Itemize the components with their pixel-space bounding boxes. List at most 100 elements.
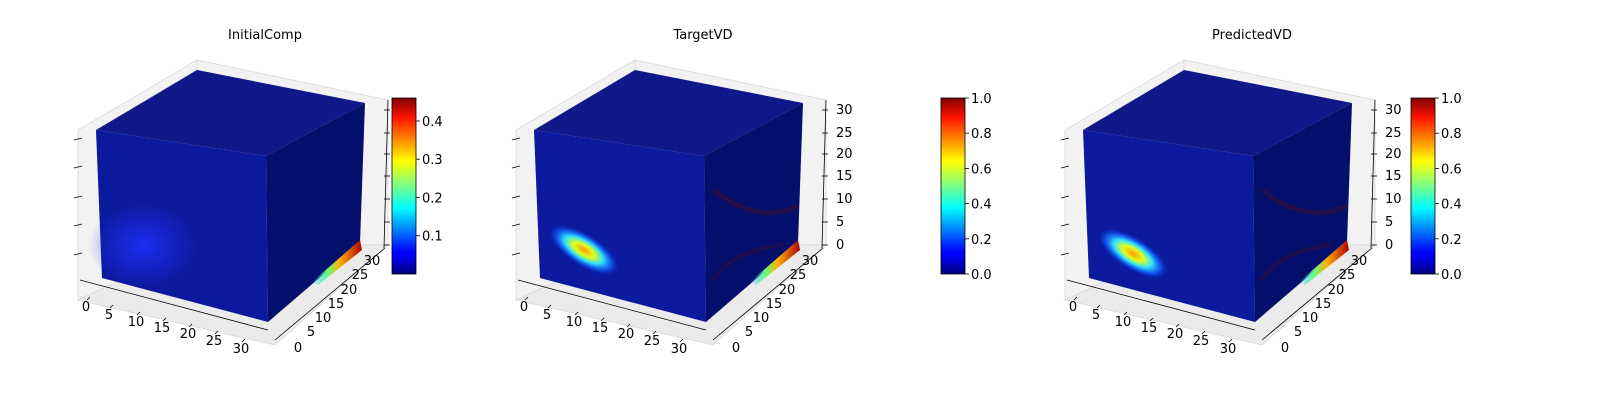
- z-axis-line: [383, 99, 389, 249]
- x-tick-mark: [109, 304, 114, 309]
- left-tick-mark: [73, 252, 83, 256]
- x-tick-mark: [1228, 338, 1233, 343]
- x-tick-label: 20: [180, 327, 197, 342]
- x-tick-mark: [524, 296, 529, 301]
- x-tick-mark: [1073, 296, 1078, 301]
- y-tick-label: 0: [294, 341, 302, 356]
- x-tick-mark: [136, 311, 141, 316]
- z-tick-label: 20: [1385, 147, 1402, 162]
- colorbar-tick-label: 0.8: [1441, 127, 1462, 142]
- x-tick-label: 25: [644, 334, 661, 349]
- z-tick-label: 30: [1385, 103, 1402, 118]
- z-tick-label: 0: [836, 238, 844, 253]
- y-tick-label: 25: [352, 268, 369, 283]
- colorbar-tick-label: 0.2: [1441, 233, 1462, 248]
- cube-top-grid: [1083, 70, 1352, 156]
- x-tick-label: 5: [1092, 308, 1100, 323]
- blob-1: [88, 203, 199, 288]
- y-tick-label: 15: [766, 297, 783, 312]
- x-tick-label: 5: [543, 308, 551, 323]
- y-tick-label: 5: [307, 325, 315, 340]
- y-axis-line: [1261, 247, 1373, 341]
- y-tick-label: 30: [364, 254, 381, 269]
- y-tick-label: 15: [328, 297, 345, 312]
- right-face-trace-2: [1260, 243, 1333, 282]
- x-tick-label: 10: [566, 315, 583, 330]
- colorbar-tick-label: 0.2: [422, 191, 443, 206]
- z-axis-line: [1370, 99, 1376, 249]
- chart-title: PredictedVD: [1212, 28, 1292, 43]
- x-axis-line: [79, 279, 269, 331]
- colorbar: 0.1 0.2 0.3 0.4: [391, 97, 443, 275]
- colorbar-tick-label: 0.4: [971, 198, 992, 213]
- left-tick-mark: [1060, 195, 1070, 199]
- y-tick-label: 15: [1315, 297, 1332, 312]
- left-tick-mark: [511, 195, 521, 199]
- x-tick-mark: [1175, 323, 1180, 328]
- x-tick-label: 5: [105, 308, 113, 323]
- x-tick-label: 15: [1141, 321, 1158, 336]
- y-tick-label: 10: [315, 311, 332, 326]
- left-tick-mark: [1060, 165, 1070, 169]
- colorbar-gradient: [391, 97, 417, 275]
- x-tick-label: 25: [1193, 334, 1210, 349]
- y-tick-label: 5: [745, 325, 753, 340]
- y-tick-label: 30: [802, 254, 819, 269]
- cube-front-grid: [534, 130, 706, 322]
- colorbar-tick-label: 0.6: [1441, 162, 1462, 177]
- z-tick-label: 15: [836, 169, 853, 184]
- x-tick-label: 10: [1115, 315, 1132, 330]
- y-tick-label: 20: [341, 283, 358, 298]
- x-tick-mark: [652, 330, 657, 335]
- z-tick-label: 5: [836, 215, 844, 230]
- left-tick-mark: [73, 165, 83, 169]
- x-tick-label: 20: [1167, 327, 1184, 342]
- y-tick-label: 30: [1351, 254, 1368, 269]
- colorbar-tick-label: 1.0: [1441, 92, 1462, 107]
- z-tick-label: 10: [1385, 192, 1402, 207]
- cube-right-grid: [704, 103, 803, 322]
- y-axis-line: [274, 247, 386, 341]
- colorbar-gradient: [1410, 97, 1436, 275]
- x-tick-label: 15: [154, 321, 171, 336]
- y-tick-label: 25: [1339, 268, 1356, 283]
- x-tick-mark: [188, 323, 193, 328]
- left-tick-mark: [1060, 223, 1070, 227]
- z-tick-label: 25: [836, 126, 853, 141]
- chart-title: TargetVD: [672, 28, 732, 43]
- y-tick-label: 0: [732, 341, 740, 356]
- left-tick-mark: [1060, 137, 1070, 141]
- colorbar-tick-label: 0.1: [422, 230, 443, 245]
- z-tick-label: 15: [1385, 169, 1402, 184]
- colorbar: 0.0 0.2 0.4 0.6 0.8 1.0: [940, 92, 992, 283]
- colorbar-tick-label: 1.0: [971, 92, 992, 107]
- z-tick-label: 30: [836, 103, 853, 118]
- x-tick-label: 20: [618, 327, 635, 342]
- colorbar-tick-label: 0.6: [971, 162, 992, 177]
- left-tick-mark: [73, 137, 83, 141]
- left-tick-mark: [511, 137, 521, 141]
- x-tick-label: 0: [82, 300, 90, 315]
- x-tick-label: 0: [520, 300, 528, 315]
- z-tick-label: 10: [836, 192, 853, 207]
- colorbar-tick-label: 0.0: [971, 268, 992, 283]
- colorbar: 0.0 0.2 0.4 0.6 0.8 1.0: [1410, 92, 1462, 283]
- x-tick-label: 10: [128, 315, 145, 330]
- y-tick-label: 10: [1302, 311, 1319, 326]
- colorbar-gradient: [940, 97, 966, 275]
- x-tick-label: 30: [1220, 342, 1237, 357]
- blob-1: [549, 224, 619, 276]
- x-tick-mark: [1149, 317, 1154, 322]
- x-tick-mark: [547, 304, 552, 309]
- cube-right-grid: [266, 103, 365, 322]
- colorbar-tick-label: 0.0: [1441, 268, 1462, 283]
- right-face-trace: [1260, 188, 1349, 216]
- cube-right-grid: [1253, 103, 1352, 322]
- y-tick-label: 10: [753, 311, 770, 326]
- cube-top-grid: [96, 70, 365, 156]
- cube-front-grid: [1083, 130, 1255, 322]
- x-tick-mark: [1096, 304, 1101, 309]
- x-tick-mark: [162, 317, 167, 322]
